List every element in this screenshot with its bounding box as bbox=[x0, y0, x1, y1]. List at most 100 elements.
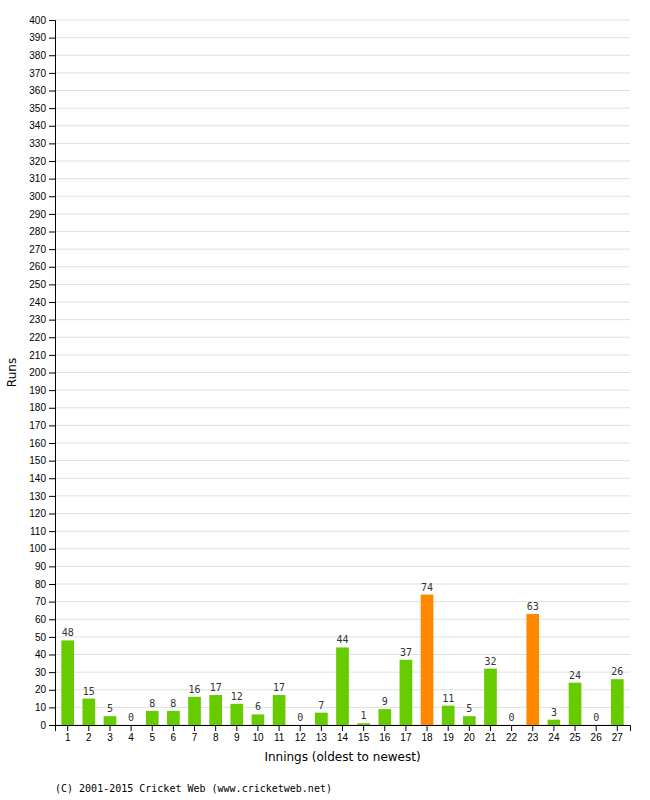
y-tick-mark bbox=[49, 672, 55, 673]
y-tick-mark bbox=[49, 20, 55, 21]
y-tick-mark bbox=[49, 602, 55, 603]
y-tick-mark bbox=[49, 443, 55, 444]
x-tick: 11 bbox=[274, 725, 285, 743]
y-tick: 300 bbox=[29, 191, 55, 202]
y-tick: 90 bbox=[35, 561, 55, 572]
x-tick-mark bbox=[511, 725, 512, 731]
bar bbox=[61, 640, 74, 725]
x-tick-mark bbox=[363, 725, 364, 731]
x-tick-label: 19 bbox=[443, 732, 455, 743]
data-label: 16 bbox=[188, 684, 200, 695]
x-tick: 25 bbox=[569, 725, 581, 743]
chart: 1234567891011121314151617181920212223242… bbox=[0, 0, 650, 800]
data-label: 32 bbox=[484, 656, 496, 667]
data-label: 24 bbox=[569, 670, 581, 681]
y-tick: 30 bbox=[35, 667, 55, 678]
x-tick-label: 21 bbox=[485, 732, 497, 743]
x-tick: 12 bbox=[295, 725, 307, 743]
y-tick: 220 bbox=[29, 332, 55, 343]
y-tick: 130 bbox=[29, 491, 55, 502]
y-tick: 350 bbox=[29, 103, 55, 114]
data-label: 17 bbox=[210, 682, 222, 693]
y-tick-label: 230 bbox=[29, 314, 46, 325]
y-tick-mark bbox=[49, 267, 55, 268]
grid-line bbox=[55, 213, 630, 214]
y-tick-label: 110 bbox=[30, 526, 46, 537]
y-tick: 310 bbox=[29, 173, 55, 184]
y-tick-label: 360 bbox=[29, 85, 46, 96]
grid-line bbox=[55, 619, 630, 620]
y-tick-mark bbox=[49, 408, 55, 409]
grid-line bbox=[55, 390, 630, 391]
footer: (C) 2001-2015 Cricket Web (www.cricketwe… bbox=[55, 783, 332, 794]
y-tick-label: 20 bbox=[35, 684, 47, 695]
x-tick-label: 14 bbox=[337, 732, 349, 743]
x-tick: 13 bbox=[316, 725, 328, 743]
x-tick: 19 bbox=[443, 725, 455, 743]
data-label: 1 bbox=[361, 710, 367, 721]
bar bbox=[526, 614, 539, 725]
y-tick-label: 140 bbox=[29, 473, 46, 484]
y-tick: 240 bbox=[29, 297, 55, 308]
y-tick-label: 50 bbox=[35, 632, 47, 643]
y-tick-mark bbox=[49, 690, 55, 691]
x-tick-mark bbox=[321, 725, 322, 731]
y-tick: 210 bbox=[29, 350, 55, 361]
x-tick: 9 bbox=[234, 725, 240, 743]
bar bbox=[188, 697, 201, 725]
y-tick-label: 120 bbox=[29, 508, 46, 519]
y-tick-mark bbox=[49, 496, 55, 497]
bar bbox=[104, 716, 117, 725]
x-tick: 18 bbox=[421, 725, 433, 743]
grid-line bbox=[55, 284, 630, 285]
x-tick-mark bbox=[67, 725, 68, 731]
grid-line bbox=[55, 319, 630, 320]
grid-line bbox=[55, 566, 630, 567]
x-tick-mark bbox=[469, 725, 470, 731]
y-tick: 200 bbox=[29, 367, 55, 378]
x-tick: 8 bbox=[213, 725, 219, 743]
x-tick: 10 bbox=[252, 725, 264, 743]
bar bbox=[357, 723, 370, 725]
y-tick-mark bbox=[49, 637, 55, 638]
y-tick-mark bbox=[49, 549, 55, 550]
y-tick: 360 bbox=[29, 85, 55, 96]
y-tick-mark bbox=[49, 461, 55, 462]
y-tick-label: 210 bbox=[29, 350, 46, 361]
y-tick: 160 bbox=[29, 438, 55, 449]
y-tick: 150 bbox=[29, 455, 55, 466]
y-tick: 260 bbox=[29, 261, 55, 272]
x-tick: 22 bbox=[506, 725, 518, 743]
x-tick-label: 18 bbox=[421, 732, 433, 743]
y-tick-mark bbox=[49, 91, 55, 92]
bar bbox=[230, 704, 243, 725]
y-tick-label: 10 bbox=[35, 702, 47, 713]
y-axis: 0102030405060708090100110120130140150160… bbox=[29, 15, 55, 731]
x-tick: 15 bbox=[358, 725, 370, 743]
plot: 1234567891011121314151617181920212223242… bbox=[29, 15, 630, 743]
grid-line bbox=[55, 161, 630, 162]
y-tick-mark bbox=[49, 584, 55, 585]
y-tick-label: 160 bbox=[29, 438, 46, 449]
y-tick-mark bbox=[49, 249, 55, 250]
y-tick-label: 190 bbox=[29, 385, 46, 396]
y-tick-label: 100 bbox=[29, 543, 46, 554]
y-tick-mark bbox=[49, 55, 55, 56]
x-tick: 24 bbox=[548, 725, 560, 743]
y-tick-mark bbox=[49, 478, 55, 479]
x-tick: 20 bbox=[464, 725, 476, 743]
x-tick-label: 2 bbox=[86, 732, 92, 743]
x-tick: 1 bbox=[65, 725, 71, 743]
grid-line bbox=[55, 37, 630, 38]
x-tick-mark bbox=[405, 725, 406, 731]
bar bbox=[463, 716, 476, 725]
y-tick: 10 bbox=[35, 702, 55, 713]
y-tick-label: 310 bbox=[29, 173, 46, 184]
x-tick-label: 1 bbox=[65, 732, 71, 743]
y-tick-mark bbox=[49, 161, 55, 162]
x-tick-mark bbox=[342, 725, 343, 731]
x-tick-label: 4 bbox=[128, 732, 134, 743]
bar bbox=[548, 720, 561, 725]
data-label: 5 bbox=[107, 703, 113, 714]
x-tick: 16 bbox=[379, 725, 391, 743]
